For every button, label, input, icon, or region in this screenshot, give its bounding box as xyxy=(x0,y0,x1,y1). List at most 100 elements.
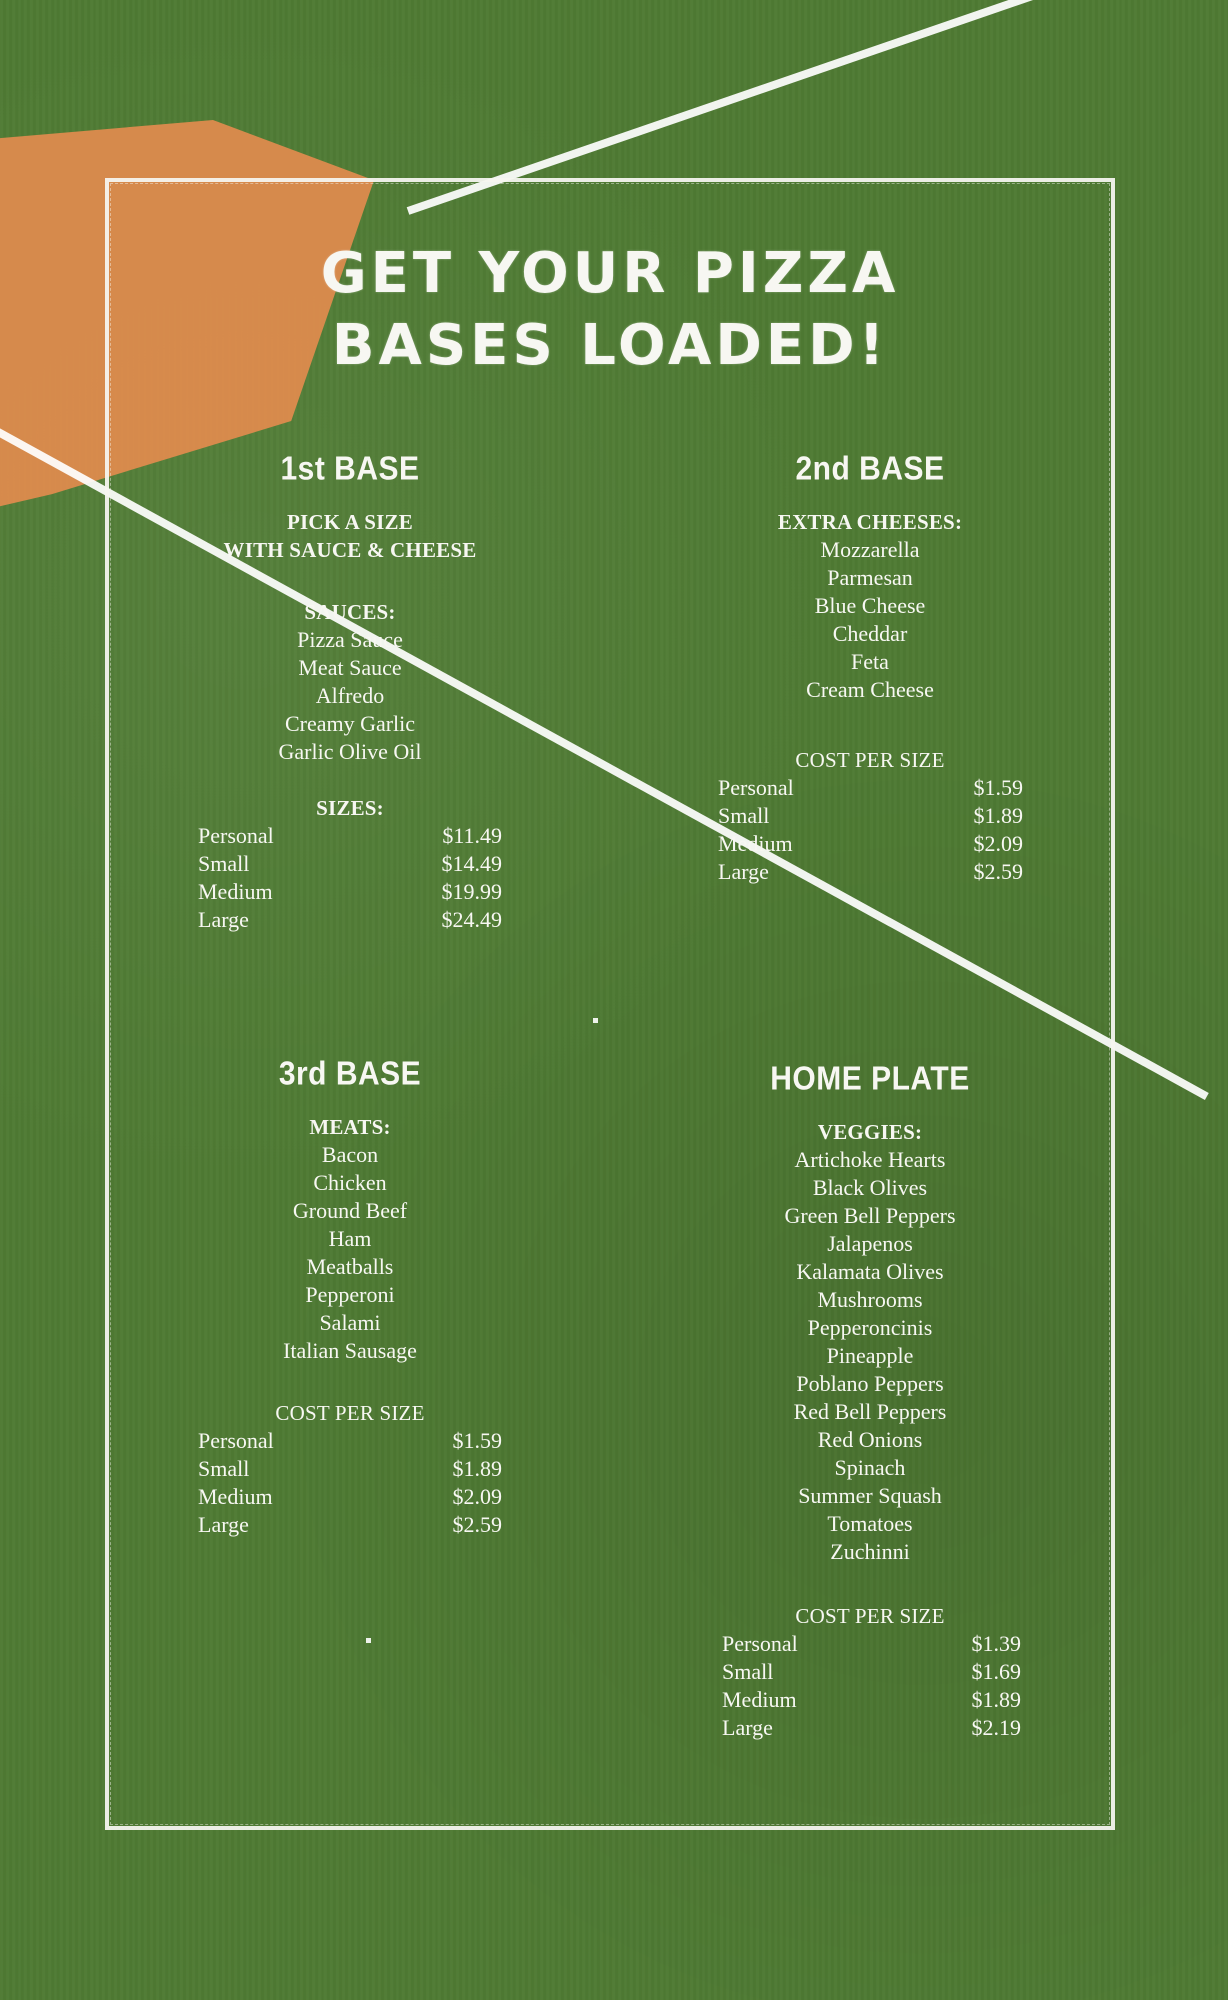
list-item: Mushrooms xyxy=(817,1287,923,1312)
cheese-list: Mozzarella Parmesan Blue Cheese Cheddar … xyxy=(710,536,1030,704)
table-row: Large $2.59 xyxy=(718,858,1023,886)
list-item: Cream Cheese xyxy=(806,677,934,702)
size-label: Small xyxy=(198,1456,250,1481)
table-row: Personal $1.59 xyxy=(198,1427,502,1455)
list-item: Pizza Sauce xyxy=(297,627,403,652)
size-label: Small xyxy=(198,851,250,876)
page-title: Get Your Pizza Bases Loaded! xyxy=(205,238,1015,382)
list-item: Zuchinni xyxy=(830,1539,910,1564)
size-label: Large xyxy=(198,907,249,932)
size-label: Medium xyxy=(198,879,273,904)
list-item: Feta xyxy=(851,649,889,674)
table-row: Personal $1.39 xyxy=(722,1630,1021,1658)
price-value: $2.09 xyxy=(973,831,1024,856)
cost-per-size-heading: COST PER SIZE xyxy=(795,748,945,772)
first-base-section: 1st BASE PICK A SIZE WITH SAUCE & CHEESE… xyxy=(190,450,510,950)
list-item: Red Bell Peppers xyxy=(793,1399,947,1424)
list-item: Chicken xyxy=(313,1170,387,1195)
speck-mark xyxy=(366,1638,371,1643)
first-base-title: 1st BASE xyxy=(280,451,420,488)
table-row: Large $2.59 xyxy=(198,1511,502,1539)
size-label: Medium xyxy=(722,1687,797,1712)
price-value: $2.09 xyxy=(452,1484,503,1509)
list-item: Black Olives xyxy=(812,1175,928,1200)
table-row: Small $14.49 xyxy=(198,850,502,878)
list-item: Pineapple xyxy=(826,1343,914,1368)
list-item: Kalamata Olives xyxy=(796,1259,944,1284)
home-plate-title: HOME PLATE xyxy=(770,1061,970,1098)
price-value: $1.59 xyxy=(973,775,1024,800)
price-value: $2.19 xyxy=(971,1715,1022,1740)
sauce-list: Pizza Sauce Meat Sauce Alfredo Creamy Ga… xyxy=(190,626,510,766)
veggie-list: Artichoke Hearts Black Olives Green Bell… xyxy=(710,1146,1030,1566)
list-item: Spinach xyxy=(834,1455,906,1480)
price-value: $2.59 xyxy=(973,859,1024,884)
price-value: $11.49 xyxy=(442,823,502,848)
list-item: Jalapenos xyxy=(827,1231,913,1256)
list-item: Garlic Olive Oil xyxy=(278,739,422,764)
table-row: Medium $2.09 xyxy=(718,830,1023,858)
home-plate-section: HOME PLATE VEGGIES: Artichoke Hearts Bla… xyxy=(710,1060,1030,1760)
pick-a-size-line: PICK A SIZE xyxy=(287,510,413,534)
list-item: Cheddar xyxy=(832,621,908,646)
list-item: Alfredo xyxy=(315,683,385,708)
price-value: $24.49 xyxy=(441,907,503,932)
price-value: $1.69 xyxy=(971,1659,1022,1684)
list-item: Italian Sausage xyxy=(283,1338,417,1363)
table-row: Small $1.89 xyxy=(198,1455,502,1483)
price-value: $1.39 xyxy=(971,1631,1022,1656)
list-item: Meat Sauce xyxy=(298,655,402,680)
list-item: Bacon xyxy=(321,1142,379,1167)
price-value: $19.99 xyxy=(441,879,503,904)
list-item: Blue Cheese xyxy=(814,593,926,618)
cost-per-size-heading: COST PER SIZE xyxy=(275,1401,425,1425)
size-label: Small xyxy=(722,1659,774,1684)
list-item: Pepperoni xyxy=(305,1282,395,1307)
veggie-price-table: Personal $1.39 Small $1.69 Medium $1.89 … xyxy=(722,1630,1021,1742)
second-base-section: 2nd BASE EXTRA CHEESES: Mozzarella Parme… xyxy=(710,450,1030,900)
table-row: Medium $1.89 xyxy=(722,1686,1021,1714)
meat-price-table: Personal $1.59 Small $1.89 Medium $2.09 … xyxy=(198,1427,502,1539)
list-item: Ham xyxy=(328,1226,372,1251)
title-line-1: Get Your Pizza xyxy=(320,241,900,306)
size-label: Medium xyxy=(718,831,793,856)
table-row: Large $24.49 xyxy=(198,906,502,934)
table-row: Small $1.69 xyxy=(722,1658,1021,1686)
extra-cheeses-heading: EXTRA CHEESES: xyxy=(777,510,963,534)
list-item: Tomatoes xyxy=(827,1511,913,1536)
size-label: Large xyxy=(722,1715,773,1740)
list-item: Red Onions xyxy=(817,1427,923,1452)
size-label: Large xyxy=(718,859,769,884)
table-row: Large $2.19 xyxy=(722,1714,1021,1742)
table-row: Medium $19.99 xyxy=(198,878,502,906)
table-row: Personal $1.59 xyxy=(718,774,1023,802)
price-value: $1.89 xyxy=(971,1687,1022,1712)
list-item: Creamy Garlic xyxy=(284,711,416,736)
table-row: Medium $2.09 xyxy=(198,1483,502,1511)
size-label: Personal xyxy=(198,1428,274,1453)
price-value: $1.89 xyxy=(452,1456,503,1481)
list-item: Artichoke Hearts xyxy=(794,1147,946,1172)
price-value: $14.49 xyxy=(441,851,503,876)
size-label: Personal xyxy=(722,1631,798,1656)
size-label: Small xyxy=(718,803,770,828)
price-value: $2.59 xyxy=(452,1512,503,1537)
price-value: $1.59 xyxy=(452,1428,503,1453)
list-item: Parmesan xyxy=(827,565,913,590)
list-item: Meatballs xyxy=(306,1254,394,1279)
list-item: Pepperoncinis xyxy=(807,1315,933,1340)
size-label: Medium xyxy=(198,1484,273,1509)
price-value: $1.89 xyxy=(973,803,1024,828)
sauce-cheese-line: WITH SAUCE & CHEESE xyxy=(223,538,477,562)
sauces-heading: SAUCES: xyxy=(304,600,396,624)
size-label: Personal xyxy=(198,823,274,848)
third-base-section: 3rd BASE MEATS: Bacon Chicken Ground Bee… xyxy=(190,1055,510,1555)
list-item: Poblano Peppers xyxy=(796,1371,944,1396)
menu-border xyxy=(105,178,1115,1830)
size-price-table: Personal $11.49 Small $14.49 Medium $19.… xyxy=(198,822,502,934)
sizes-heading: SIZES: xyxy=(316,796,384,820)
table-row: Personal $11.49 xyxy=(198,822,502,850)
meats-heading: MEATS: xyxy=(309,1115,391,1139)
list-item: Salami xyxy=(319,1310,381,1335)
table-row: Small $1.89 xyxy=(718,802,1023,830)
